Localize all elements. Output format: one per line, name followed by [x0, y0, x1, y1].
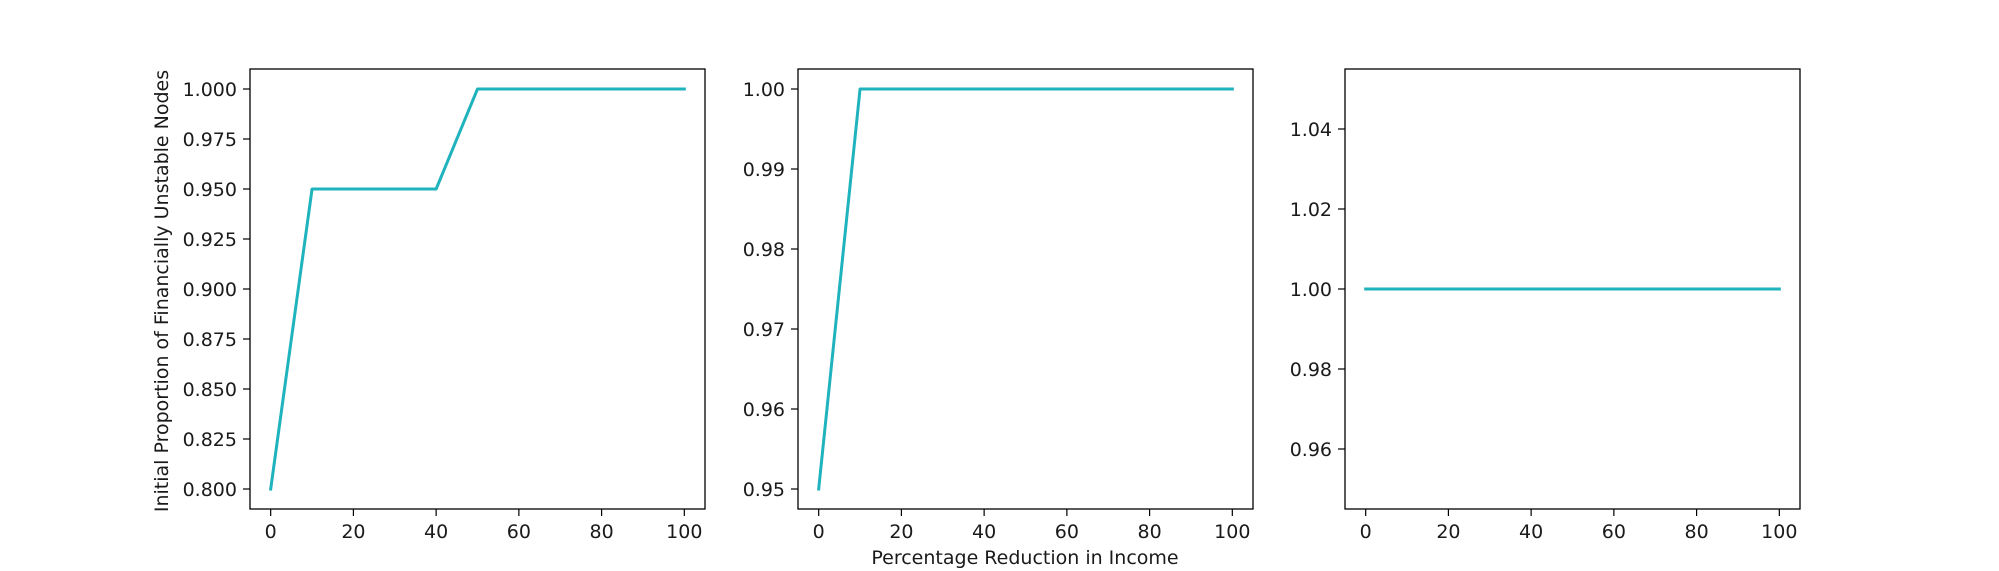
subplot-left-ytick-label: 0.925 — [183, 229, 237, 251]
subplot-middle-ytick-label: 0.97 — [743, 319, 785, 341]
subplot-left-ytick-label: 0.850 — [183, 379, 237, 401]
subplot-middle-ytick-label: 1.00 — [743, 79, 785, 101]
subplot-left-ytick-label: 0.875 — [183, 329, 237, 351]
subplot-left-xtick-label: 60 — [507, 521, 531, 543]
subplot-left-series-line — [268, 87, 686, 491]
subplot-left-xtick-label: 20 — [341, 521, 365, 543]
subplot-left-ytick-label: 0.800 — [183, 479, 237, 501]
subplot-left-ylabel: Initial Proportion of Financially Unstab… — [151, 70, 173, 512]
subplot-right-xtick-label: 40 — [1519, 521, 1543, 543]
subplot-middle-xtick-label: 0 — [813, 521, 825, 543]
subplot-middle-marks: 0 20 40 60 80 100 0.95 0.96 0.97 0.98 0.99 1.00 — [743, 68, 1254, 543]
subplot-middle-xlabel: Percentage Reduction in Income — [871, 547, 1178, 569]
subplot-middle-xtick-label: 60 — [1055, 521, 1079, 543]
subplot-left-ytick-label: 0.900 — [183, 279, 237, 301]
subplot-left-xtick-label: 0 — [265, 521, 277, 543]
subplot-left-marks: 0 20 40 60 80 100 0.800 0.825 0.850 0.875 0.900 0.9… — [183, 68, 706, 543]
subplot-left-ytick-label: 0.825 — [183, 429, 237, 451]
subplot-right-ytick-label: 1.00 — [1290, 279, 1332, 301]
subplot-left-xtick-label: 80 — [589, 521, 613, 543]
subplot-right-xtick-label: 100 — [1761, 521, 1797, 543]
subplot-middle-series-line — [817, 87, 1234, 491]
subplot-right-xtick-label: 60 — [1602, 521, 1626, 543]
subplot-middle-xtick-label: 100 — [1214, 521, 1250, 543]
subplot-right-axes-frame — [1344, 68, 1801, 510]
subplot-right-xtick-label: 80 — [1684, 521, 1708, 543]
subplot-middle-xtick-label: 20 — [889, 521, 913, 543]
subplot-left-xtick-label: 100 — [666, 521, 702, 543]
subplot-right-ytick-label: 1.04 — [1290, 119, 1332, 141]
subplot-middle-ytick-label: 0.95 — [743, 479, 785, 501]
subplot-middle-xtick-label: 80 — [1137, 521, 1161, 543]
subplot-middle-axes-frame — [797, 68, 1254, 510]
subplot-right-ytick-label: 1.02 — [1290, 199, 1332, 221]
subplot-right-xtick-label: 0 — [1360, 521, 1372, 543]
subplot-right-ytick-label: 0.96 — [1290, 439, 1332, 461]
subplot-left-axes-frame — [249, 68, 706, 510]
subplot-left-xtick-label: 40 — [424, 521, 448, 543]
subplot-middle-xtick-label: 40 — [972, 521, 996, 543]
subplot-right-marks: 0 20 40 60 80 100 0.96 0.98 1.00 1.02 1.04 — [1290, 68, 1801, 543]
subplot-left-ytick-label: 1.000 — [183, 79, 237, 101]
subplot-middle-ytick-label: 0.99 — [743, 159, 785, 181]
subplot-middle-ytick-label: 0.98 — [743, 239, 785, 261]
subplot-left-ytick-label: 0.975 — [183, 129, 237, 151]
subplot-right: 0 20 40 60 80 100 0.96 0.98 1.00 1.02 1.04 — [1290, 68, 1801, 543]
subplot-middle-ytick-label: 0.96 — [743, 399, 785, 421]
subplot-left-ytick-label: 0.950 — [183, 179, 237, 201]
subplot-middle: 0 20 40 60 80 100 0.95 0.96 0.97 0.98 0.99 1.00 Per… — [743, 68, 1254, 569]
subplot-left: 0 20 40 60 80 100 0.800 0.825 0.850 0.875 0.900 0.9… — [151, 68, 706, 543]
subplot-right-ytick-label: 0.98 — [1290, 359, 1332, 381]
subplot-right-xtick-label: 20 — [1436, 521, 1460, 543]
